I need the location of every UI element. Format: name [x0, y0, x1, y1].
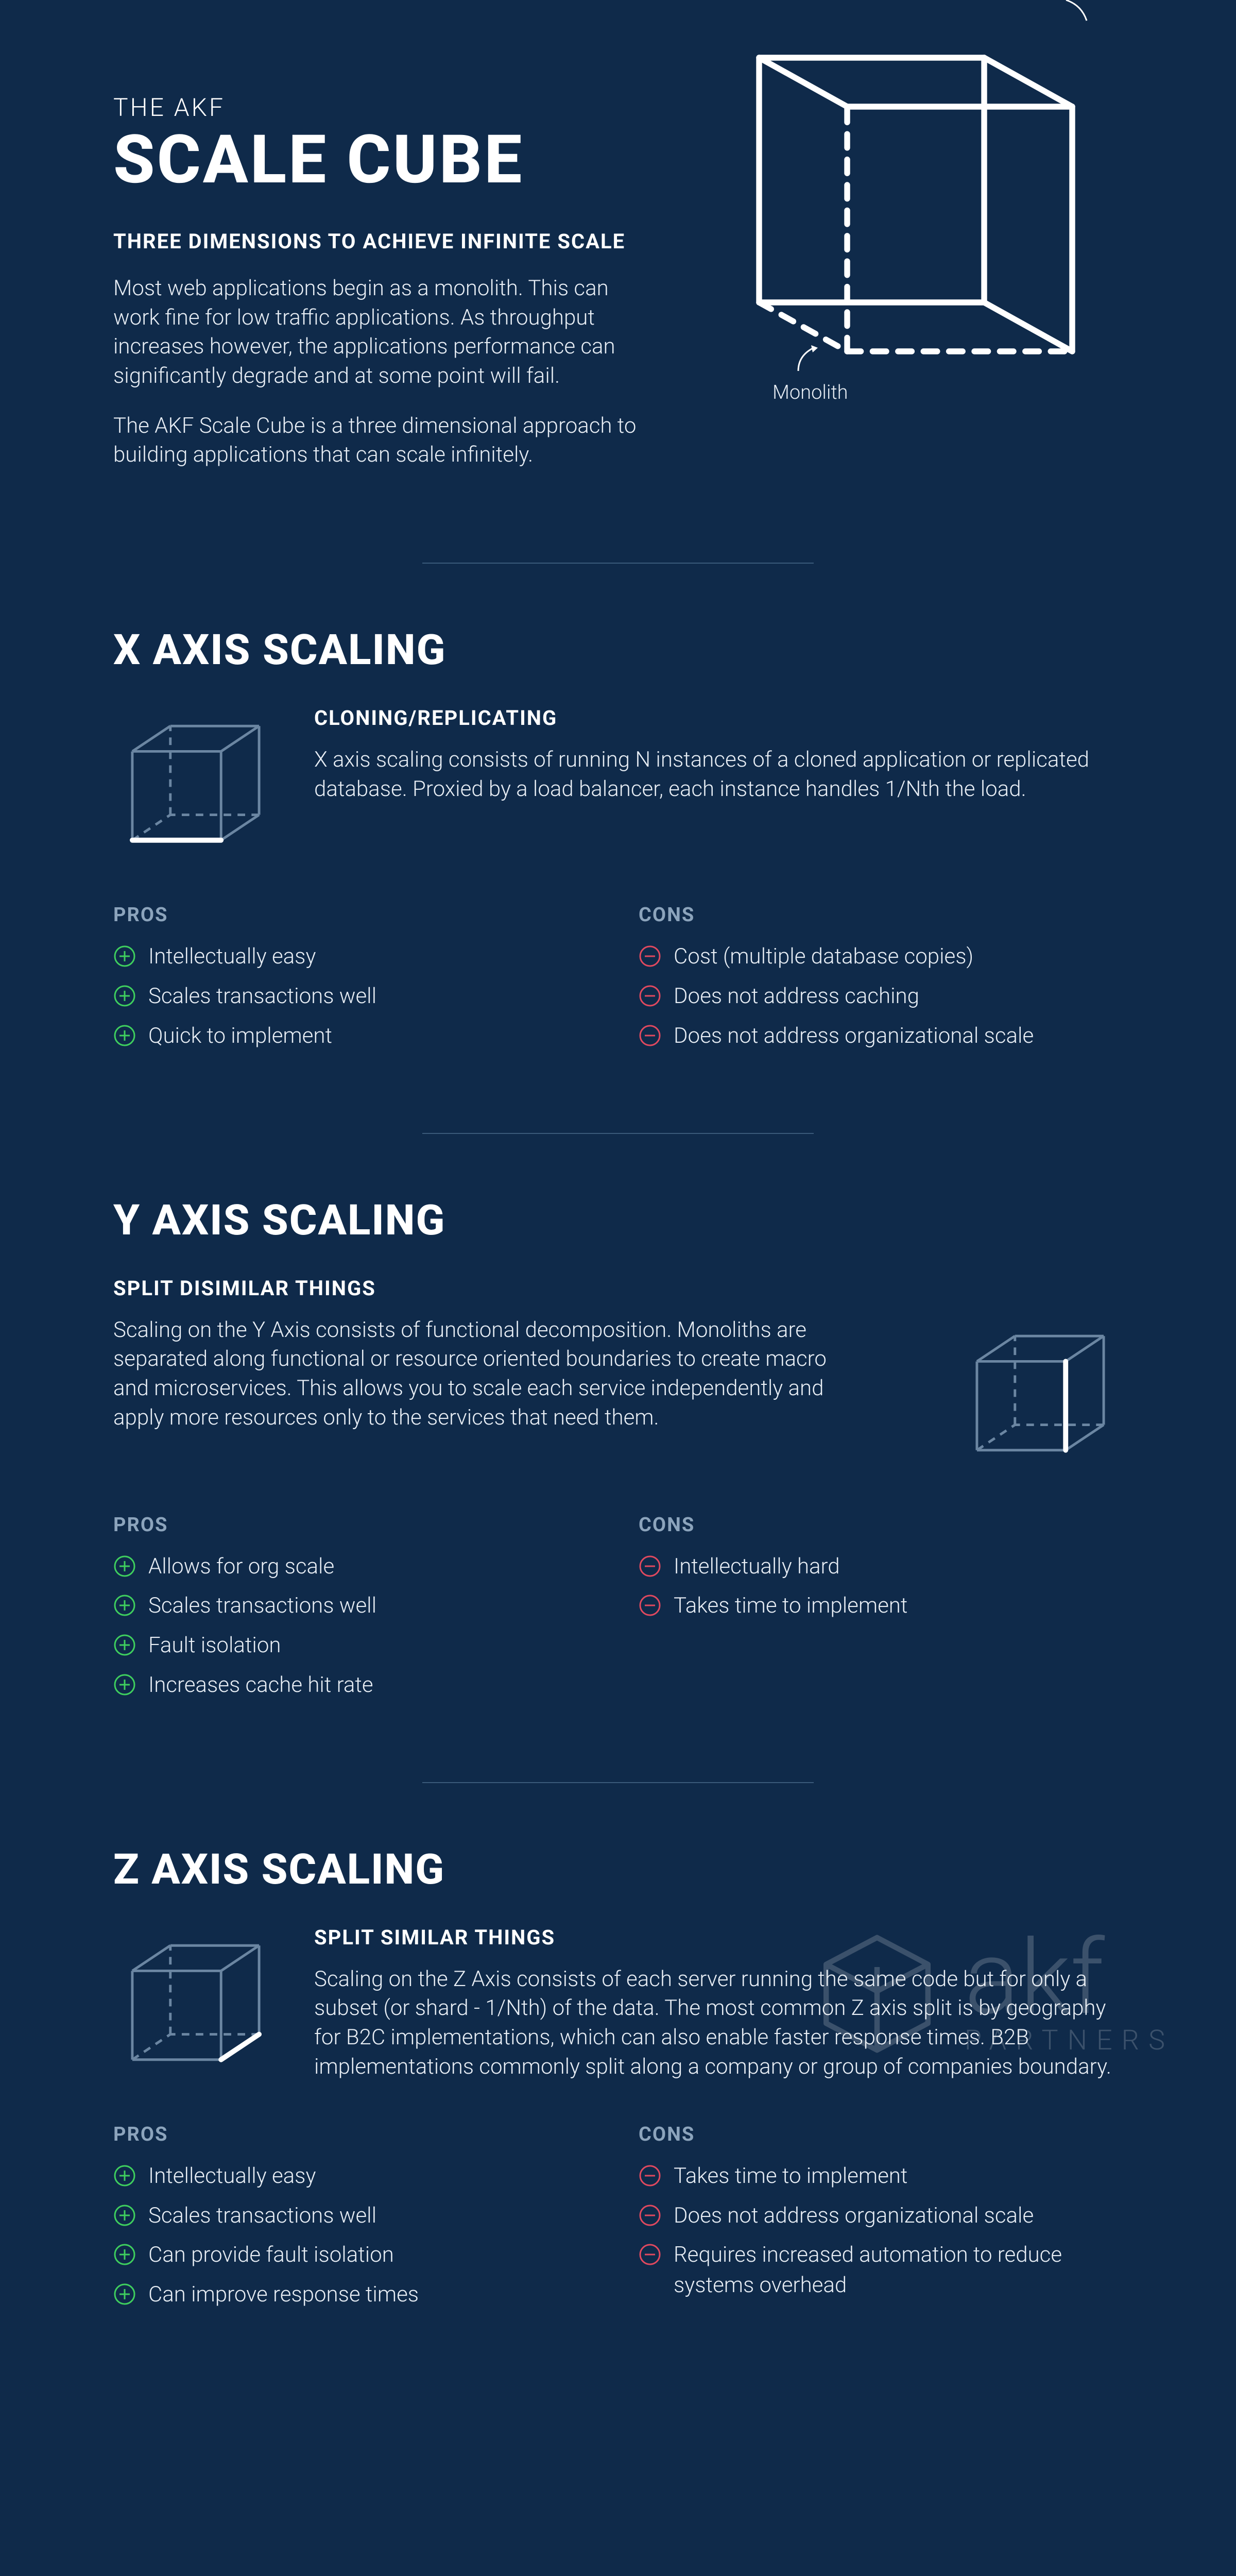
watermark-sub: PARTNERS — [965, 2024, 1174, 2057]
y-axis-subhead: SPLIT DISIMILAR THINGS — [113, 1276, 1123, 1300]
x-axis-body: X axis scaling consists of running N ins… — [314, 745, 1123, 804]
list-item-text: Can provide fault isolation — [148, 2240, 394, 2270]
akf-logo-icon — [810, 1927, 944, 2061]
list-item: Can improve response times — [113, 2280, 597, 2310]
minus-icon — [639, 2243, 661, 2266]
list-item-text: Scales transactions well — [148, 1591, 376, 1621]
y-axis-cube-icon — [958, 1316, 1123, 1472]
section-divider — [422, 1133, 814, 1134]
list-item: Increases cache hit rate — [113, 1670, 597, 1701]
minus-icon — [639, 1024, 661, 1047]
intro-paragraph-1: Most web applications begin as a monolit… — [113, 274, 659, 391]
plus-icon — [113, 945, 136, 968]
list-item: Can provide fault isolation — [113, 2240, 597, 2270]
list-item-text: Does not address organizational scale — [674, 2201, 1034, 2231]
z-axis-cons: CONS Takes time to implement Does not add… — [639, 2123, 1123, 2319]
section-divider — [422, 563, 814, 564]
list-item-text: Allows for org scale — [148, 1552, 334, 1582]
x-axis-section: X AXIS SCALING CLONING/REPLICATING X axi… — [113, 625, 1123, 1060]
list-item-text: Requires increased automation to reduce … — [674, 2240, 1123, 2301]
list-item-text: Scales transactions well — [148, 2201, 376, 2231]
list-item: Allows for org scale — [113, 1552, 597, 1582]
z-axis-pros: PROS Intellectually easy Scales transacti… — [113, 2123, 597, 2319]
section-divider — [422, 1782, 814, 1783]
intro-subheading: THREE DIMENSIONS TO ACHIEVE INFINITE SCA… — [113, 229, 659, 253]
minus-icon — [639, 985, 661, 1007]
page-title: SCALE CUBE — [113, 126, 659, 193]
list-item: Intellectually easy — [113, 942, 597, 972]
y-axis-body: Scaling on the Y Axis consists of functi… — [113, 1316, 834, 1433]
pros-heading: PROS — [113, 2123, 597, 2146]
pros-heading: PROS — [113, 904, 597, 926]
list-item: Does not address organizational scale — [639, 1021, 1123, 1052]
y-axis-cons: CONS Intellectually hard Takes time to im… — [639, 1514, 1123, 1710]
cons-heading: CONS — [639, 2123, 1123, 2146]
plus-icon — [113, 1634, 136, 1656]
minus-icon — [639, 945, 661, 968]
z-axis-cube-icon — [113, 1925, 278, 2082]
list-item: Does not address organizational scale — [639, 2201, 1123, 2231]
watermark-brand: akf — [965, 1931, 1174, 2024]
plus-icon — [113, 1555, 136, 1578]
eyebrow: THE AKF — [113, 93, 659, 122]
y-axis-section: Y AXIS SCALING SPLIT DISIMILAR THINGS Sc… — [113, 1196, 1123, 1710]
plus-icon — [113, 2204, 136, 2227]
list-item: Fault isolation — [113, 1631, 597, 1661]
plus-icon — [113, 985, 136, 1007]
cons-heading: CONS — [639, 1514, 1123, 1536]
list-item: Intellectually hard — [639, 1552, 1123, 1582]
x-axis-subhead: CLONING/REPLICATING — [314, 706, 1123, 730]
list-item: Intellectually easy — [113, 2161, 597, 2192]
list-item-text: Quick to implement — [148, 1021, 332, 1052]
label-monolith: Monolith — [772, 381, 848, 404]
list-item-text: Intellectually easy — [148, 942, 316, 972]
z-axis-section: Z AXIS SCALING SPLIT SIMILAR THINGS Scal… — [113, 1845, 1123, 2319]
cons-heading: CONS — [639, 904, 1123, 926]
list-item-text: Does not address organizational scale — [674, 1021, 1034, 1052]
list-item-text: Increases cache hit rate — [148, 1670, 373, 1701]
minus-icon — [639, 1555, 661, 1578]
plus-icon — [113, 2243, 136, 2266]
x-axis-cons: CONS Cost (multiple database copies) Does… — [639, 904, 1123, 1060]
x-axis-title: X AXIS SCALING — [113, 625, 1123, 675]
list-item-text: Intellectually easy — [148, 2161, 316, 2192]
plus-icon — [113, 2283, 136, 2306]
list-item: Takes time to implement — [639, 2161, 1123, 2192]
z-axis-title: Z AXIS SCALING — [113, 1845, 1123, 1894]
minus-icon — [639, 2204, 661, 2227]
plus-icon — [113, 1673, 136, 1696]
list-item-text: Cost (multiple database copies) — [674, 942, 973, 972]
list-item-text: Scales transactions well — [148, 981, 376, 1012]
list-item: Scales transactions well — [113, 2201, 597, 2231]
cube-icon — [700, 0, 1092, 381]
y-axis-title: Y AXIS SCALING — [113, 1196, 1123, 1245]
list-item-text: Intellectually hard — [674, 1552, 840, 1582]
list-item: Takes time to implement — [639, 1591, 1123, 1621]
y-axis-pros: PROS Allows for org scale Scales transact… — [113, 1514, 597, 1710]
list-item: Scales transactions well — [113, 981, 597, 1012]
list-item-text: Can improve response times — [148, 2280, 419, 2310]
list-item: Cost (multiple database copies) — [639, 942, 1123, 972]
x-axis-pros: PROS Intellectually easy Scales transacti… — [113, 904, 597, 1060]
plus-icon — [113, 1024, 136, 1047]
minus-icon — [639, 2164, 661, 2187]
list-item: Requires increased automation to reduce … — [639, 2240, 1123, 2301]
list-item-text: Fault isolation — [148, 1631, 281, 1661]
list-item: Quick to implement — [113, 1021, 597, 1052]
intro-paragraph-2: The AKF Scale Cube is a three dimensiona… — [113, 412, 659, 470]
list-item: Does not address caching — [639, 981, 1123, 1012]
x-axis-cube-icon — [113, 706, 278, 862]
hero-cube-diagram: Infinite Scale — [700, 0, 1092, 383]
akf-watermark: akf PARTNERS — [810, 1927, 1174, 2061]
plus-icon — [113, 2164, 136, 2187]
minus-icon — [639, 1594, 661, 1617]
list-item-text: Takes time to implement — [674, 2161, 907, 2192]
list-item-text: Takes time to implement — [674, 1591, 907, 1621]
plus-icon — [113, 1594, 136, 1617]
list-item: Scales transactions well — [113, 1591, 597, 1621]
pros-heading: PROS — [113, 1514, 597, 1536]
list-item-text: Does not address caching — [674, 981, 919, 1012]
